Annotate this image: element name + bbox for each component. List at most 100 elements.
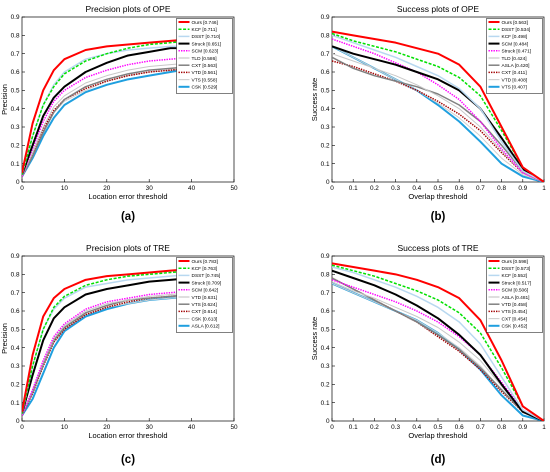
x-tick-label: 30: [146, 185, 154, 192]
chart-panel-1: Success plots of OPE 0 0.1 0.2 0.3 0.4 0.5 0.6 0…: [310, 4, 546, 223]
y-tick-label: 0.4: [11, 345, 20, 352]
x-axis-label: Overlap threshold: [408, 431, 467, 440]
x-tick-label: 50: [230, 185, 238, 192]
panel-caption: (c): [121, 454, 135, 466]
x-tick-label: 0.9: [518, 185, 527, 192]
legend-entry-0: Ours [0.783]: [192, 259, 218, 265]
y-tick-label: 0.8: [11, 33, 20, 40]
x-tick-label: 40: [188, 424, 196, 431]
chart-title: Precision plots of TRE: [86, 243, 170, 253]
series-group: [22, 267, 192, 417]
x-tick-label: 0.4: [412, 185, 421, 192]
series-line-0: [22, 267, 192, 413]
y-tick-label: 0.1: [11, 400, 20, 407]
y-tick-label: 0.7: [321, 51, 330, 58]
x-tick-label: 0.1: [349, 424, 358, 431]
x-tick-label: 0.8: [497, 424, 506, 431]
legend-entry-7: CXT [0.411]: [502, 70, 527, 76]
x-tick-label: 0.5: [434, 424, 443, 431]
series-line-0: [22, 38, 192, 174]
y-tick-label: 0.5: [321, 327, 330, 334]
x-tick-label: 0: [20, 185, 24, 192]
series-line-1: [22, 269, 192, 414]
series-line-1: [332, 32, 544, 182]
x-tick-label: 20: [103, 424, 111, 431]
y-tick-label: 0.2: [321, 143, 330, 150]
legend-entry-8: VTS [0.558]: [192, 77, 217, 83]
legend-entry-7: VTS [0.454]: [502, 309, 527, 315]
x-tick-label: 50: [230, 424, 238, 431]
series-line-6: [332, 277, 544, 421]
legend-entry-9: VTS [0.407]: [502, 85, 527, 91]
series-line-3: [332, 269, 544, 421]
legend: Ours [0.746]KCF [0.711]DSST [0.710]Struc…: [176, 18, 233, 94]
legend-entry-1: DSST [0.573]: [502, 266, 531, 272]
series-line-0: [332, 30, 544, 182]
legend-entry-6: VTS [0.624]: [192, 302, 217, 308]
y-tick-label: 0.5: [11, 327, 20, 334]
y-tick-label: 0.7: [11, 51, 20, 58]
y-tick-label: 0.3: [11, 124, 20, 131]
y-tick-label: 0.6: [321, 308, 330, 315]
x-tick-label: 0.2: [370, 424, 379, 431]
x-tick-label: 0: [20, 424, 24, 431]
legend-entry-9: CSK [0.529]: [192, 85, 218, 91]
y-tick-label: 0.4: [321, 345, 330, 352]
series-line-3: [22, 47, 192, 176]
legend-entry-3: Struck [0.517]: [502, 280, 532, 286]
series-line-9: [22, 67, 192, 178]
y-tick-label: 0.7: [11, 290, 20, 297]
series-line-0: [332, 262, 544, 421]
chart-title: Success plots of OPE: [397, 4, 480, 14]
y-tick-label: 0.5: [11, 88, 20, 95]
y-tick-label: 0: [326, 179, 330, 186]
legend-entry-4: SCM [0.623]: [192, 49, 219, 55]
legend-entry-1: KCF [0.763]: [192, 266, 218, 272]
y-tick-label: 0.9: [321, 14, 330, 21]
x-tick-label: 10: [61, 424, 69, 431]
y-axis-label: Success rate: [310, 317, 319, 360]
y-tick-label: 0.8: [321, 272, 330, 279]
legend-entry-5: VTD [0.631]: [192, 295, 218, 301]
y-tick-label: 0.8: [11, 272, 20, 279]
panel-caption: (d): [431, 454, 446, 466]
legend-entry-6: CXT [0.563]: [192, 63, 218, 69]
series-line-5: [22, 292, 192, 416]
series-group: [332, 262, 544, 421]
plot-area-frame: [21, 16, 235, 183]
legend-entry-6: VTD [0.458]: [502, 302, 528, 308]
legend-box: [486, 18, 543, 94]
x-tick-label: 30: [146, 424, 154, 431]
y-tick-label: 0.1: [11, 161, 20, 168]
series-line-4: [332, 38, 544, 182]
series-line-3: [332, 45, 544, 182]
series-line-6: [332, 56, 544, 182]
legend-entry-2: KCF [0.552]: [502, 273, 528, 279]
x-tick-label: 0.4: [412, 424, 421, 431]
y-tick-label: 0.6: [11, 308, 20, 315]
legend-entry-9: ASLA [0.612]: [192, 324, 220, 330]
legend-entry-2: DSST [0.710]: [192, 34, 221, 40]
x-tick-label: 40: [188, 185, 196, 192]
chart-title: Precision plots of OPE: [85, 4, 170, 14]
panel-caption: (b): [431, 211, 446, 223]
y-tick-label: 0.7: [321, 290, 330, 297]
x-tick-label: 20: [103, 185, 111, 192]
y-tick-label: 0.2: [321, 382, 330, 389]
legend-entry-3: SCM [0.484]: [502, 41, 529, 47]
legend: Ours [0.598]DSST [0.573]KCF [0.552]Struc…: [486, 257, 543, 333]
legend-entry-2: KCF [0.498]: [502, 34, 528, 40]
y-tick-label: 0.9: [11, 253, 20, 260]
y-tick-label: 0.2: [11, 143, 20, 150]
series-line-7: [332, 277, 544, 421]
y-tick-label: 0.3: [321, 363, 330, 370]
x-tick-label: 0.1: [349, 185, 358, 192]
series-line-5: [332, 53, 544, 182]
series-line-6: [22, 293, 192, 416]
chart-panel-0: Precision plots of OPE 0 10 20 30 40 50 0 0.1 0.2…: [0, 4, 238, 223]
y-tick-label: 0: [326, 418, 330, 425]
chart-panel-3: Success plots of TRE 0 0.1 0.2 0.3 0.4 0.5 0.6 0…: [310, 243, 546, 466]
x-tick-label: 0.7: [476, 424, 485, 431]
legend-entry-8: VTD [0.408]: [502, 77, 528, 83]
